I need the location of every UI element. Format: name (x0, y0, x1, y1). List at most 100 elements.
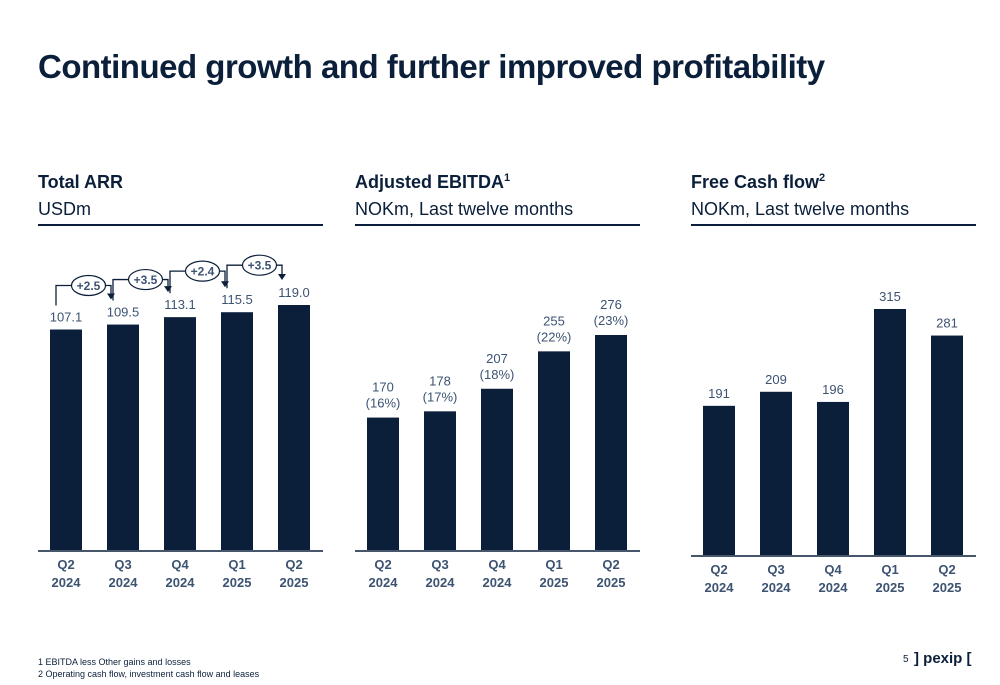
panel-divider (691, 224, 976, 226)
data-label-margin: (18%) (480, 367, 515, 382)
increment-label: +2.5 (77, 279, 101, 293)
panel-header-fcf: Free Cash flow2 NOKm, Last twelve months (691, 172, 909, 220)
x-tick-label-quarter: Q3 (431, 557, 448, 572)
x-tick-label-year: 2024 (109, 575, 139, 590)
x-tick-label-year: 2025 (876, 580, 905, 595)
data-label-margin: (17%) (423, 389, 458, 404)
x-tick-label-year: 2025 (540, 575, 569, 590)
x-tick-label-quarter: Q2 (938, 562, 955, 577)
increment-arrowhead (164, 286, 172, 293)
x-tick-label-year: 2024 (166, 575, 196, 590)
footnote-marker: 2 (819, 172, 826, 184)
bar (107, 324, 139, 550)
data-label: 315 (879, 289, 901, 304)
x-tick-label-quarter: Q2 (710, 562, 727, 577)
panel-subtitle: NOKm, Last twelve months (355, 199, 574, 219)
bar (50, 329, 82, 550)
bar (760, 391, 792, 555)
panel-divider (38, 224, 323, 226)
increment-arrowhead (107, 293, 115, 300)
x-tick-label-year: 2024 (819, 580, 849, 595)
data-label-margin: (23%) (594, 313, 629, 328)
increment-label: +3.5 (248, 259, 272, 273)
data-label: 255 (543, 313, 565, 328)
data-label: 191 (708, 386, 730, 401)
increment-bubble (241, 254, 278, 276)
increment-bubble (70, 274, 107, 297)
panel-title: Free Cash flow2 (691, 172, 909, 193)
pexip-logo: ] pexip [ (914, 650, 972, 667)
data-label-margin: (16%) (366, 396, 401, 411)
increment-arrowhead (221, 281, 229, 288)
x-tick-label-quarter: Q1 (881, 562, 898, 577)
x-tick-label-year: 2025 (223, 575, 252, 590)
x-tick-label-quarter: Q3 (767, 562, 784, 577)
data-label: 119.0 (278, 285, 310, 300)
x-tick-label-quarter: Q1 (545, 557, 562, 572)
data-label: 115.5 (221, 292, 253, 307)
x-tick-label-year: 2025 (280, 575, 309, 590)
data-label: 170 (372, 380, 394, 395)
data-label: 209 (765, 372, 787, 387)
bar (424, 411, 456, 550)
data-label: 178 (429, 373, 451, 388)
x-tick-label-quarter: Q4 (488, 557, 506, 572)
x-tick-label-year: 2025 (597, 575, 626, 590)
data-label: 281 (936, 316, 958, 331)
panel-title-text: Total ARR (38, 172, 123, 192)
data-label: 196 (822, 382, 844, 397)
x-tick-label-year: 2024 (369, 575, 399, 590)
data-label-margin: (22%) (537, 329, 572, 344)
panel-title-text: Adjusted EBITDA (355, 172, 505, 192)
panel-title: Total ARR (38, 172, 123, 193)
footnote-1: 1 EBITDA less Other gains and losses (38, 657, 191, 667)
panel-title: Adjusted EBITDA1 (355, 172, 573, 193)
x-tick-label-year: 2024 (762, 580, 792, 595)
x-tick-label-year: 2024 (426, 575, 456, 590)
x-tick-label-quarter: Q2 (57, 557, 74, 572)
panel-header-ebitda: Adjusted EBITDA1 NOKm, Last twelve month… (355, 172, 573, 220)
bar (221, 312, 253, 550)
data-label: 207 (486, 351, 508, 366)
panel-subtitle: NOKm, Last twelve months (691, 199, 910, 219)
data-label: 113.1 (164, 297, 196, 312)
increment-bubble (184, 260, 221, 282)
x-tick-label-quarter: Q2 (602, 557, 619, 572)
bar (481, 388, 513, 550)
x-tick-label-quarter: Q4 (171, 557, 189, 572)
panel-divider (355, 224, 640, 226)
x-tick-label-quarter: Q2 (285, 557, 302, 572)
increment-label: +3.5 (134, 273, 158, 287)
bar (817, 401, 849, 555)
x-tick-label-year: 2025 (933, 580, 962, 595)
x-tick-label-year: 2024 (483, 575, 513, 590)
bar (164, 317, 196, 550)
x-tick-label-quarter: Q3 (114, 557, 131, 572)
bar (538, 351, 570, 550)
footnote-marker: 1 (504, 172, 511, 184)
panel-title-text: Free Cash flow (691, 172, 820, 192)
bar (931, 335, 963, 555)
data-label: 109.5 (107, 305, 140, 320)
increment-arrowhead (278, 274, 286, 280)
x-tick-label-year: 2024 (705, 580, 735, 595)
bar (595, 335, 627, 550)
bar (367, 417, 399, 550)
bar (703, 405, 735, 555)
increment-bubble (127, 268, 164, 291)
page-number: 5 (903, 654, 909, 665)
panel-subtitle: USDm (38, 199, 91, 219)
data-label: 107.1 (50, 310, 83, 325)
bar (874, 309, 906, 555)
x-tick-label-quarter: Q4 (824, 562, 842, 577)
panel-header-arr: Total ARR USDm (38, 172, 123, 220)
increment-label: +2.4 (191, 265, 215, 279)
footnote-2: 2 Operating cash flow, investment cash f… (38, 669, 260, 679)
footnotes: 1 EBITDA less Other gains and losses 2 O… (38, 656, 259, 680)
data-label: 276 (600, 297, 622, 312)
x-tick-label-year: 2024 (52, 575, 82, 590)
page-title: Continued growth and further improved pr… (38, 48, 825, 85)
x-tick-label-quarter: Q2 (374, 557, 391, 572)
bar (278, 305, 310, 550)
